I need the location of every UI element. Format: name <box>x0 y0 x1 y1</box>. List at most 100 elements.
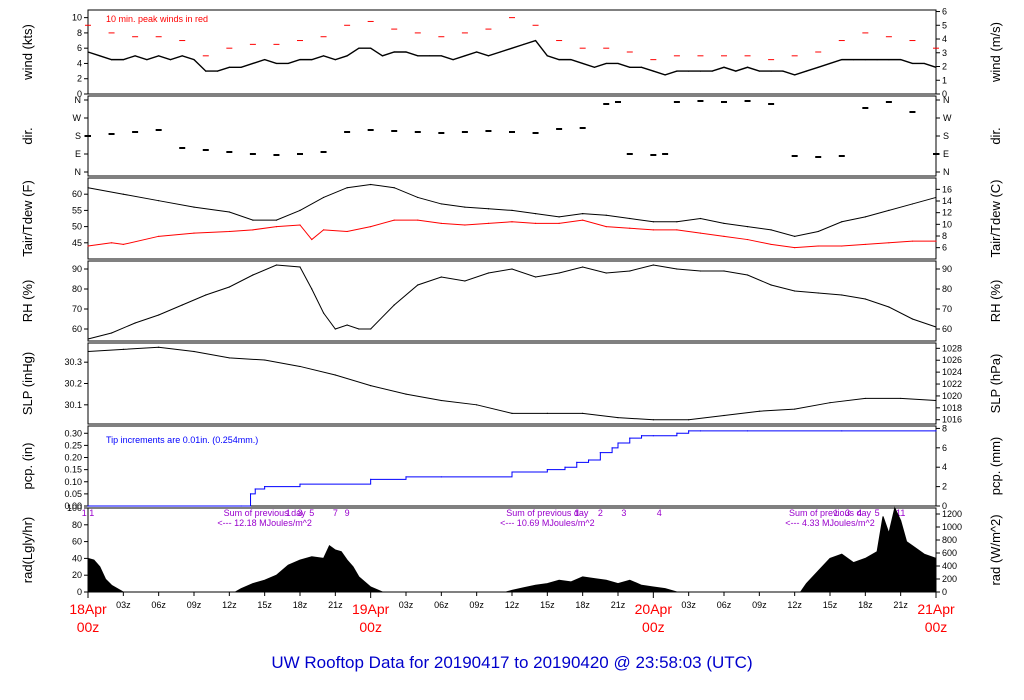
radiation-hour-mark: 7 <box>333 508 338 518</box>
wind-wind-speed-point <box>582 62 584 65</box>
wind-wind-speed-point <box>428 55 431 57</box>
panel-wind: wind (kts) wind (m/s) 0 2 4 6 8 10 0 1 2 3 4 5 6 10 min… <box>20 7 1003 99</box>
direction-point <box>391 130 398 132</box>
time-tick-label: 15z <box>257 600 272 610</box>
dir-wind-direction-deg--series <box>85 100 939 158</box>
wind-wind-speed-point <box>499 51 501 53</box>
temp-tdew-point <box>370 226 372 228</box>
pcp-left-tick-label: 0.15 <box>64 465 82 475</box>
pcp-cumulative-precipitation-line <box>88 430 936 507</box>
rh-frame <box>87 260 937 342</box>
rh-rh-point <box>841 294 843 296</box>
wind-left-tick-label: 8 <box>77 28 82 38</box>
temp-tair-point <box>794 235 796 237</box>
day-label-date: 21Apr <box>917 601 955 617</box>
panel-slp: SLP (inHg) SLP (hPa) 30.1 30.2 30.3 1016 1018 1… <box>20 342 1003 425</box>
temp-tdew-point <box>158 235 160 237</box>
wind-right-tick-label: 5 <box>942 20 947 30</box>
temp-tdew-point <box>322 229 325 231</box>
direction-point <box>509 131 515 133</box>
rh-rh-point <box>605 272 607 274</box>
temp-tair-point <box>652 221 654 223</box>
dir-right-tick-label: E <box>943 149 949 159</box>
temp-tair-point <box>440 203 442 205</box>
rh-rh-point <box>440 276 442 278</box>
time-tick-label: 21z <box>893 600 908 610</box>
temp-tair-point <box>346 187 348 189</box>
temp-tair-point <box>558 216 560 218</box>
radiation-hour-mark: 1 <box>574 508 579 518</box>
direction-point <box>909 111 916 113</box>
wind-ylabel-right: wind (m/s) <box>988 22 1003 83</box>
time-tick-label: 18z <box>293 600 308 610</box>
temp-tair-point <box>699 217 702 220</box>
direction-point <box>226 151 233 153</box>
wind-wind-speed-point <box>723 66 725 68</box>
wind-wind-speed-point <box>181 55 183 57</box>
temp-tair-point <box>370 183 372 186</box>
slp-slp-point <box>511 412 513 414</box>
wind-wind-speed-line <box>87 39 937 76</box>
rad-ylabel-right: rad (W/m^2) <box>988 514 1003 585</box>
temp-tdew-point <box>487 222 490 224</box>
pcp-cumulative-precipitation-point <box>652 435 654 437</box>
wind-wind-speed-point <box>900 59 902 61</box>
rh-rh-point <box>275 264 278 266</box>
wind-wind-speed-point <box>193 59 195 61</box>
temp-tair-point <box>676 221 678 223</box>
wind-wind-speed-point <box>110 59 113 61</box>
temp-tair-point <box>723 222 725 224</box>
temp-tdew-point <box>841 245 843 247</box>
wind-right-tick-label: 4 <box>942 34 947 44</box>
rh-rh-point <box>911 318 914 320</box>
rh-rh-line <box>87 264 937 340</box>
direction-point <box>344 131 351 133</box>
slp-slp-point <box>617 417 619 419</box>
slp-slp-point <box>370 385 372 387</box>
rh-rh-point <box>134 322 136 324</box>
wind-wind-speed-point <box>758 70 760 72</box>
wind-wind-speed-point <box>664 74 666 76</box>
temp-tdew-point <box>864 243 866 246</box>
slp-right-tick-label: 1022 <box>942 379 962 389</box>
rh-rh-point <box>334 328 336 330</box>
slp-slp-point <box>228 357 230 359</box>
temp-tdew-point <box>676 229 678 231</box>
temp-tdew-point <box>534 222 537 224</box>
time-tick-label: 03z <box>116 600 131 610</box>
time-tick-label: 06z <box>434 600 449 610</box>
panel-rad: rad(Lgly/hr) rad (W/m^2)02040608010002004… <box>20 503 1003 597</box>
rh-ylabel-left: RH (%) <box>20 280 35 323</box>
slp-slp-point <box>334 374 336 376</box>
temp-tdew-point <box>746 238 749 241</box>
pcp-cumulative-precipitation-point <box>249 493 252 495</box>
temp-tdew-point <box>393 219 395 221</box>
slp-slp-point <box>122 348 124 350</box>
dir-frame <box>87 95 937 177</box>
temp-tair-point <box>487 208 490 210</box>
rad-left-tick-label: 20 <box>72 570 82 580</box>
slp-slp-point <box>87 350 89 353</box>
wind-wind-speed-point <box>782 70 784 72</box>
rh-rh-point <box>205 294 207 296</box>
time-tick-label: 03z <box>399 600 414 610</box>
wind-ylabel-left: wind (kts) <box>20 24 35 81</box>
pcp-cumulative-precipitation-point <box>370 478 372 480</box>
rh-left-tick-label: 80 <box>72 284 82 294</box>
pcp-cumulative-precipitation-point <box>264 486 266 488</box>
rh-rh-point <box>935 326 937 328</box>
wind-left-tick-label: 4 <box>77 58 82 68</box>
wind-wind-speed-point <box>605 62 607 65</box>
time-tick-label: 18z <box>858 600 873 610</box>
rad-right-tick-label: 400 <box>942 561 957 571</box>
rh-rh-point <box>723 270 725 272</box>
temp-right-tick-label: 6 <box>942 243 947 253</box>
direction-point <box>532 132 539 134</box>
slp-right-tick-label: 1020 <box>942 391 962 401</box>
temp-right-tick-label: 8 <box>942 231 947 241</box>
direction-point <box>815 156 822 158</box>
time-tick-label: 06z <box>717 600 732 610</box>
wind-wind-speed-point <box>169 59 172 61</box>
direction-point <box>603 103 610 105</box>
